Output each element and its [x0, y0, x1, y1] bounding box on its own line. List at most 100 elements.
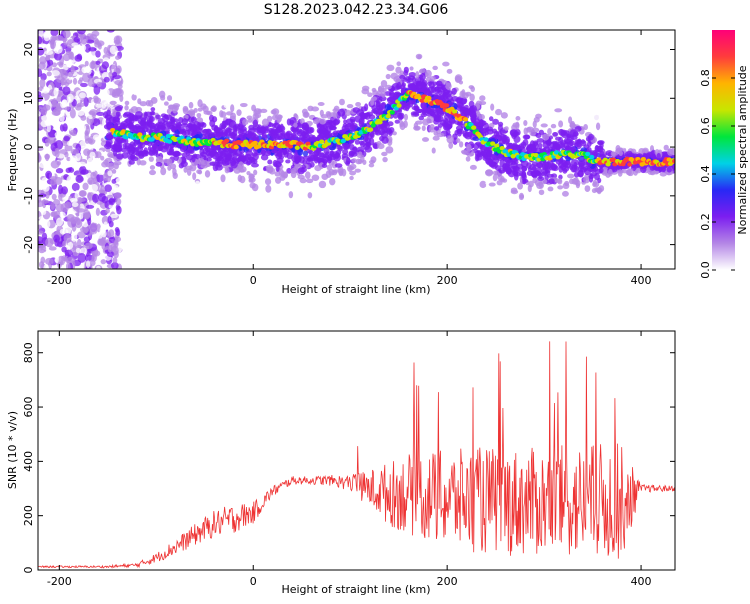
heat-cell	[522, 134, 530, 140]
heat-cell	[363, 143, 371, 150]
heat-cell	[399, 74, 406, 80]
heat-cell	[239, 102, 248, 108]
heat-cell	[209, 132, 216, 138]
heat-cell	[380, 79, 388, 88]
heat-cell	[442, 89, 450, 95]
heat-cell	[236, 109, 242, 117]
heat-cell	[158, 144, 164, 151]
heat-cell	[102, 172, 109, 181]
heat-cell	[591, 114, 600, 122]
heat-cell	[385, 113, 391, 119]
heat-cell	[115, 204, 121, 211]
heat-cell	[351, 146, 358, 155]
heat-cell	[517, 182, 523, 190]
heat-cell	[277, 135, 282, 141]
heat-cell	[448, 118, 456, 124]
heat-cell	[202, 147, 209, 155]
heat-cell	[50, 160, 60, 169]
heat-cell	[242, 133, 247, 139]
heat-cell	[429, 123, 435, 130]
heat-cell	[417, 54, 422, 60]
heat-cell	[53, 87, 59, 97]
heat-cell	[302, 187, 310, 193]
heat-cell	[141, 149, 148, 157]
heat-cell	[56, 217, 64, 227]
heat-cell	[313, 119, 320, 125]
spectrogram-y-tick-label: 20	[22, 43, 35, 57]
heat-cell	[44, 138, 51, 144]
heat-cell	[371, 87, 377, 93]
heat-cell	[536, 138, 545, 143]
heat-cell	[409, 66, 414, 71]
heat-cell	[104, 184, 112, 192]
heat-cell	[167, 165, 172, 171]
snr-panel: -200 0 200 400 0 200 400 600 800 Height of stra…	[6, 330, 676, 596]
heat-cell	[86, 39, 95, 44]
heat-cell	[95, 207, 100, 217]
heat-cell	[642, 147, 649, 154]
heat-cell	[299, 192, 306, 198]
heat-cell	[148, 169, 157, 176]
heat-cell	[111, 92, 117, 98]
heat-cell	[87, 217, 92, 226]
heat-cell	[54, 147, 60, 158]
heat-cell	[349, 175, 354, 181]
heat-cell	[131, 93, 137, 101]
heat-cell	[196, 126, 201, 131]
heat-cell	[377, 120, 383, 125]
heat-cell	[551, 165, 559, 172]
heat-cell	[61, 37, 68, 42]
heat-cell	[166, 158, 173, 167]
heat-cell	[128, 159, 135, 165]
heat-cell	[149, 111, 155, 116]
heat-cell	[184, 165, 193, 171]
heat-cell	[344, 109, 351, 117]
heat-cell	[96, 265, 101, 269]
heat-cell	[232, 133, 238, 141]
heat-cell	[55, 168, 64, 174]
heat-cell	[504, 126, 509, 131]
heat-cell	[50, 39, 56, 49]
heat-cell	[264, 150, 272, 157]
heat-cell	[432, 81, 437, 87]
heat-cell	[47, 59, 54, 66]
heat-cell	[89, 184, 99, 192]
heat-cell	[471, 125, 477, 130]
heat-cell	[420, 101, 426, 109]
heat-cell	[627, 162, 633, 167]
heat-cell	[239, 128, 248, 135]
heat-cell	[666, 166, 672, 173]
heat-cell	[584, 185, 591, 192]
heat-cell	[495, 131, 503, 137]
heat-cell	[337, 108, 346, 117]
heat-cell	[573, 172, 580, 178]
heat-cell	[62, 123, 68, 132]
heat-cell	[532, 177, 538, 184]
heat-cell	[442, 61, 450, 67]
heat-cell	[228, 120, 237, 128]
colorbar-tick-label: 0.0	[699, 261, 712, 279]
heat-cell	[83, 97, 89, 107]
heat-cell	[149, 165, 156, 170]
heat-cell	[362, 159, 367, 165]
heat-cell	[197, 107, 203, 112]
heat-cell	[403, 76, 411, 81]
heat-cell	[66, 213, 75, 222]
heat-cell	[547, 186, 554, 192]
heat-cell	[267, 159, 273, 165]
heat-cell	[41, 209, 47, 215]
heat-cell	[219, 110, 224, 118]
heat-cell	[555, 136, 561, 141]
heat-cell	[308, 134, 314, 141]
heat-cell	[132, 87, 138, 96]
heat-cell	[485, 169, 494, 176]
heat-cell	[230, 104, 235, 113]
heat-cell	[370, 98, 375, 106]
heat-cell	[181, 118, 188, 126]
heat-cell	[475, 155, 483, 161]
heat-cell	[492, 174, 498, 182]
heat-cell	[83, 236, 91, 243]
heat-cell	[322, 153, 329, 159]
snr-y-tick-label: 400	[22, 451, 35, 472]
heat-cell	[326, 164, 333, 171]
